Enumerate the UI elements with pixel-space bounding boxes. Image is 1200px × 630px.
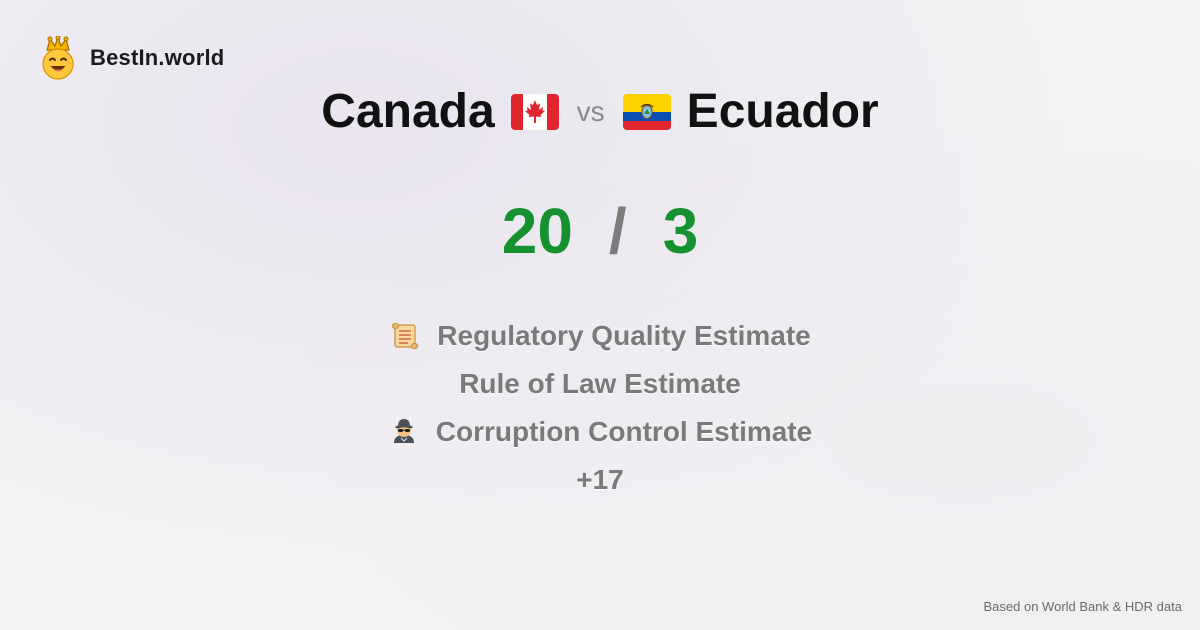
ecuador-flag-icon xyxy=(622,93,671,130)
metric-regulatory-quality: Regulatory Quality Estimate xyxy=(389,312,811,360)
score-b: 3 xyxy=(662,195,699,267)
metric-label: Corruption Control Estimate xyxy=(435,416,813,447)
crown-smiley-icon xyxy=(42,36,74,80)
country-a-name: Canada xyxy=(321,85,495,138)
detective-icon xyxy=(393,419,414,443)
score: 20 / 3 xyxy=(0,194,1200,268)
metric-corruption-control: Corruption Control Estimate xyxy=(388,408,812,456)
score-a: 20 xyxy=(501,195,573,267)
scroll-icon xyxy=(392,322,419,350)
vs-label: vs xyxy=(576,95,605,127)
more-metrics-count: +17 xyxy=(576,456,624,504)
comparison-title: Canada vs Ecuador xyxy=(0,84,1200,139)
metric-label: Rule of Law Estimate xyxy=(459,368,741,399)
metrics-list: Regulatory Quality Estimate Rule of Law … xyxy=(0,312,1200,504)
canada-flag-icon xyxy=(510,93,559,130)
country-b-name: Ecuador xyxy=(686,85,879,138)
data-source-note: Based on World Bank & HDR data xyxy=(983,599,1182,614)
metric-rule-of-law: Rule of Law Estimate xyxy=(459,360,741,408)
score-separator: / xyxy=(608,195,627,267)
brand-name: BestIn.world xyxy=(90,45,225,70)
metric-label: Regulatory Quality Estimate xyxy=(437,320,811,351)
metric-label: +17 xyxy=(576,464,624,495)
brand[interactable]: BestIn.world xyxy=(38,36,224,80)
